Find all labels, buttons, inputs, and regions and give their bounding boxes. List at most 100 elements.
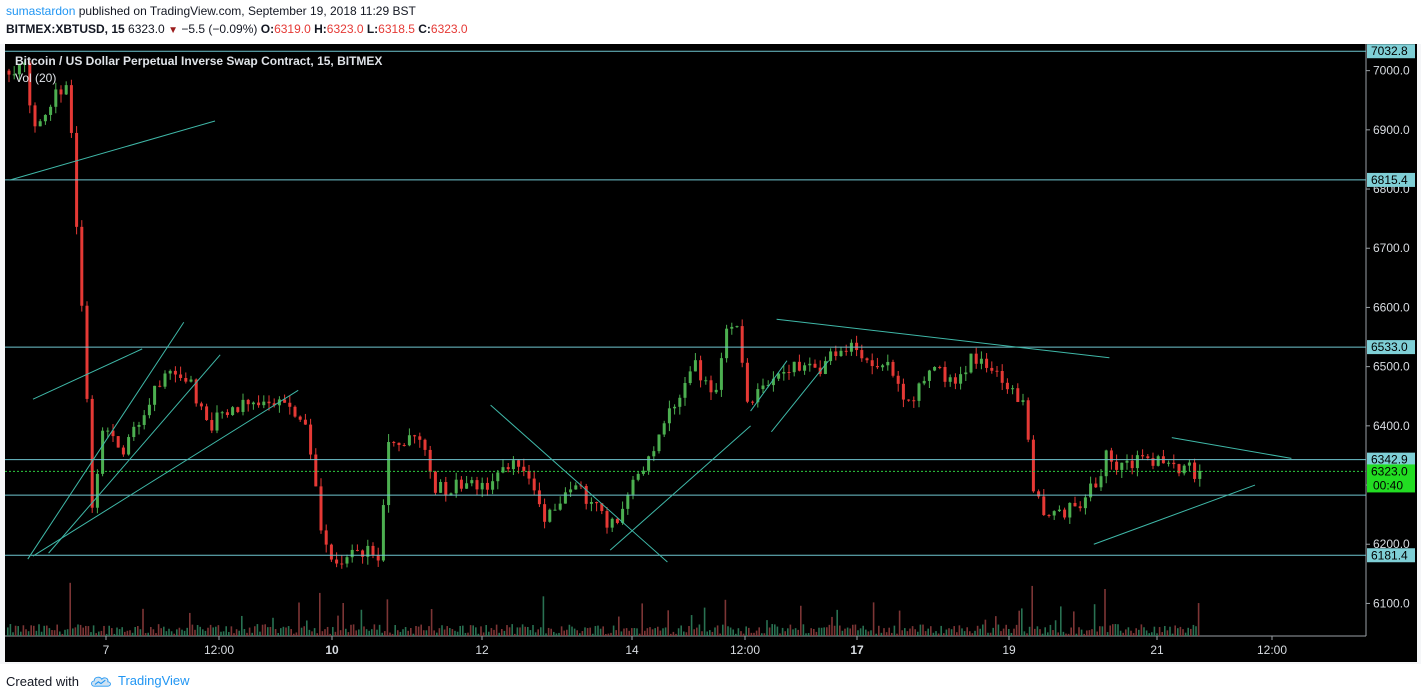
candle-body [506, 467, 510, 470]
candle-body [647, 456, 651, 471]
high-value: 6323.0 [326, 22, 364, 36]
candle-body [985, 358, 989, 368]
volume-bar [150, 626, 152, 636]
volume-bar [1039, 629, 1041, 636]
candle-body [740, 326, 744, 363]
candle-body [116, 436, 120, 448]
volume-bar [196, 625, 199, 636]
volume-bar [25, 629, 27, 636]
volume-bar [324, 629, 326, 636]
candle-body [241, 399, 245, 412]
volume-bar [170, 631, 173, 636]
volume-bar [1114, 624, 1117, 636]
candle-body [1193, 462, 1197, 479]
volume-bar [683, 631, 685, 636]
candle-body [548, 509, 552, 522]
candle-body [158, 385, 162, 387]
time-tick-label: 12:00 [1257, 643, 1287, 657]
candle-body [574, 485, 578, 490]
volume-bar [12, 632, 14, 636]
volume-bar [332, 627, 334, 636]
volume-bar [904, 628, 906, 636]
volume-bar [823, 627, 825, 636]
volume-bar [139, 629, 142, 636]
volume-bar [675, 633, 677, 636]
volume-bar [943, 633, 945, 636]
candle-body [964, 372, 968, 375]
volume-bar [917, 631, 919, 636]
candle-body [995, 370, 999, 372]
volume-bar [716, 625, 719, 636]
volume-bar [898, 610, 901, 636]
volume-bar [410, 628, 412, 636]
volume-bar [797, 629, 799, 636]
candle-body [657, 434, 661, 452]
volume-bar [815, 631, 818, 636]
level-price-tag [1367, 452, 1415, 467]
volume-bar [550, 628, 552, 636]
volume-bar [1002, 628, 1005, 636]
candle-body [969, 353, 973, 373]
trend-line [490, 404, 668, 563]
volume-bar [592, 633, 594, 636]
candle-body [974, 353, 978, 364]
symbol-quote-line: BITMEX:XBTUSD, 15 6323.0 ▼ −5.5 (−0.09%)… [6, 22, 468, 36]
candle-body [210, 420, 214, 431]
published-text: published on TradingView.com, September … [78, 4, 416, 18]
volume-bar [1086, 630, 1088, 636]
volume-bar [456, 631, 459, 636]
volume-bar [963, 631, 966, 636]
volume-bar [810, 628, 812, 636]
volume-bar [664, 627, 667, 636]
close-label: C: [418, 22, 431, 36]
volume-bar [862, 625, 864, 636]
volume-bar [1060, 606, 1062, 636]
volume-bar [69, 582, 71, 636]
volume-bar [503, 630, 506, 636]
candle-body [303, 419, 307, 425]
volume-bar [937, 633, 940, 636]
volume-bar [355, 630, 357, 636]
volume-bar [740, 631, 742, 636]
candle-body [1146, 456, 1150, 459]
candle-body [132, 426, 136, 438]
volume-bar [828, 624, 831, 636]
candles [7, 59, 1202, 569]
volume-bar [225, 626, 227, 636]
time-scale-area[interactable] [5, 636, 1417, 662]
low-label: L: [366, 22, 379, 36]
price-tick-label: 6400.0 [1373, 419, 1410, 433]
volume-bar [896, 633, 898, 636]
volume-bar [72, 628, 74, 636]
price-chart[interactable]: 7000.06900.06800.06700.06600.06500.06400… [5, 44, 1417, 662]
tradingview-brand[interactable]: TradingView [90, 673, 190, 688]
volume-bar [1169, 626, 1171, 636]
volume-bar [7, 627, 9, 636]
candle-body [397, 442, 401, 445]
volume-bar [142, 608, 144, 636]
trend-line [750, 360, 788, 412]
volume-bar [620, 631, 623, 636]
author-link[interactable]: sumastardon [6, 4, 76, 18]
volume-bar [891, 632, 893, 636]
volume-bar [1083, 633, 1085, 636]
candle-body [1031, 439, 1035, 492]
chart-frame[interactable]: 7000.0 6900.0 6800.0 6700.0 6600.0 6500.0 6400… [5, 44, 1417, 662]
candle-body [329, 544, 333, 560]
volume-bar [859, 628, 862, 636]
volume-bar [160, 628, 162, 636]
time-axis-ticks: 7 12:00 10 12 14 12:00 17 19 21 12:00 [103, 636, 1287, 657]
candle-body [959, 374, 963, 384]
candle-body [683, 383, 687, 398]
volume-bar [1047, 632, 1049, 636]
volume-bar [1021, 608, 1023, 636]
candle-body [225, 412, 229, 416]
volume-bar [714, 627, 716, 636]
candle-body [1047, 515, 1051, 517]
volume-bar [77, 624, 79, 636]
volume-bar [927, 628, 929, 636]
price-scale-area[interactable] [1366, 44, 1417, 636]
volume-bar [755, 630, 758, 636]
candle-body [355, 549, 359, 551]
volume-bar [566, 629, 568, 636]
